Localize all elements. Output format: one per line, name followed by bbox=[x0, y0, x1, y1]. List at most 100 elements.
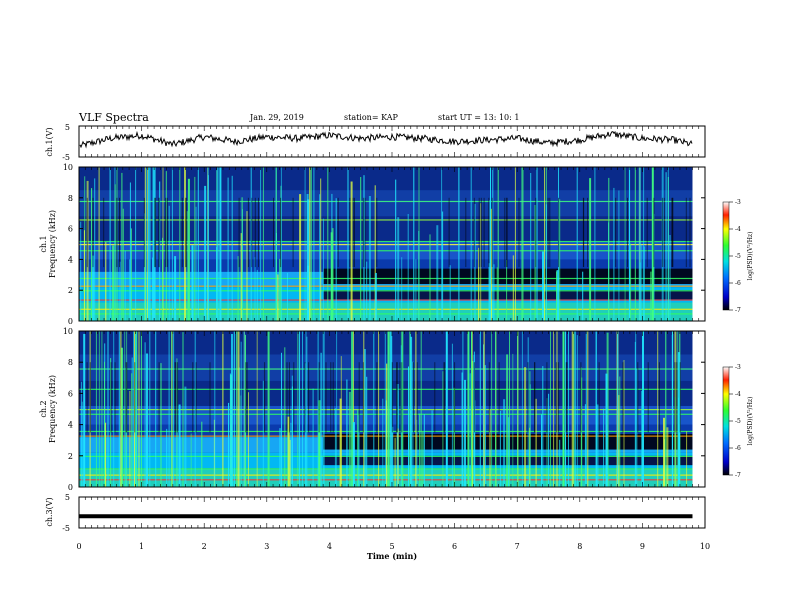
spectrogram-sferic bbox=[390, 331, 392, 487]
spectrogram-sferic bbox=[279, 428, 281, 487]
spectrogram-sferic bbox=[587, 331, 589, 487]
spectrogram-gap bbox=[527, 362, 529, 433]
spectrogram-sferic bbox=[556, 331, 558, 487]
time-tick-label: 7 bbox=[515, 542, 520, 551]
spectrogram-sferic bbox=[317, 331, 319, 487]
spectrogram-gap bbox=[646, 197, 648, 268]
ch1-ytick-bottom: -5 bbox=[62, 153, 70, 162]
spectrogram-sferic bbox=[350, 181, 353, 321]
spectrogram-sferic bbox=[496, 267, 498, 321]
spectrogram-sferic bbox=[366, 376, 368, 487]
spectrogram-sferic bbox=[297, 331, 299, 487]
spectrogram-sferic bbox=[386, 363, 388, 487]
spectrogram-sferic bbox=[471, 331, 473, 487]
spectrogram-sferic bbox=[174, 256, 177, 321]
spectrogram-sferic bbox=[318, 400, 321, 487]
time-tick-label: 0 bbox=[76, 542, 81, 551]
spectrogram-sferic bbox=[309, 167, 311, 321]
spectrogram-gap bbox=[362, 197, 364, 268]
spectrogram-sferic bbox=[254, 257, 256, 321]
spectrogram-line bbox=[79, 299, 693, 301]
spectrogram-sferic bbox=[178, 404, 181, 487]
spectrogram-sferic bbox=[124, 250, 126, 321]
spectrogram-gap bbox=[627, 197, 628, 268]
spectrogram-sferic bbox=[441, 167, 443, 321]
spectrogram-sferic bbox=[436, 225, 439, 321]
spectrogram-sferic bbox=[416, 419, 418, 487]
spectrogram-sferic bbox=[643, 167, 645, 321]
spectrogram-sferic bbox=[394, 437, 396, 487]
spectrogram-sferic bbox=[319, 194, 321, 321]
spectrogram-sferic bbox=[629, 167, 631, 321]
ch1-waveform-panel: 5 -5 ch.1(V) bbox=[45, 123, 706, 162]
spectrogram-gap bbox=[535, 197, 537, 268]
spectrogram-gap bbox=[154, 197, 156, 268]
spectrogram-sferic bbox=[546, 398, 548, 487]
spectrogram-gap bbox=[663, 197, 665, 268]
spectrogram-line bbox=[79, 290, 693, 292]
ch3-waveform-panel: 5 -5 ch.3(V) bbox=[45, 493, 706, 533]
spectrogram-sferic bbox=[479, 331, 481, 487]
spectrogram-gap bbox=[175, 362, 177, 433]
spectrogram-sferic bbox=[493, 264, 495, 321]
spectrogram-sferic bbox=[260, 167, 262, 321]
spectrogram-sferic bbox=[461, 372, 463, 487]
spectrogram-sferic bbox=[304, 167, 306, 321]
spectrogram-sferic bbox=[492, 167, 494, 321]
spectrogram-sferic bbox=[595, 331, 597, 487]
spectrogram-gap bbox=[273, 197, 274, 268]
spectrogram-gap bbox=[498, 362, 500, 433]
spectrogram-sferic bbox=[312, 388, 314, 487]
spectrogram-sferic bbox=[651, 167, 654, 321]
spectrogram-sferic bbox=[237, 331, 240, 487]
spectrogram-gap bbox=[653, 197, 655, 268]
spectrogram-gap bbox=[185, 197, 187, 268]
spectrogram-sferic bbox=[667, 167, 669, 321]
spectrogram-sferic bbox=[589, 178, 592, 321]
spectrogram-gap bbox=[362, 362, 364, 433]
spectrogram-sferic bbox=[634, 167, 636, 321]
spectrogram-sferic bbox=[412, 361, 414, 487]
spectrogram-sferic bbox=[80, 221, 82, 321]
colorbar-tick-label: -6 bbox=[735, 445, 741, 452]
spectrogram-sferic bbox=[346, 379, 348, 487]
spectrogram-sferic bbox=[187, 178, 190, 321]
colorbar-tick-label: -4 bbox=[735, 391, 741, 398]
spectrogram-gap bbox=[238, 197, 240, 268]
spectrogram-gap bbox=[480, 197, 482, 268]
spectrogram-sferic bbox=[382, 398, 384, 487]
spectrogram-gap bbox=[166, 197, 168, 268]
spectrogram-empty bbox=[692, 167, 705, 321]
spectrogram-sferic bbox=[613, 187, 615, 321]
spectrogram-sferic bbox=[553, 331, 555, 487]
spectrogram-sferic bbox=[280, 167, 282, 321]
spectrogram-sferic bbox=[135, 167, 137, 321]
spectrogram-sferic bbox=[236, 331, 238, 487]
spectrogram-sferic bbox=[453, 387, 455, 487]
spectrogram-sferic bbox=[506, 354, 509, 487]
spectrogram-sferic bbox=[335, 198, 337, 321]
spectrogram-gap bbox=[293, 362, 295, 433]
spectrogram-quiet-band bbox=[323, 268, 693, 285]
spectrogram-gap bbox=[483, 197, 485, 268]
spectrogram-sferic bbox=[306, 336, 308, 487]
spectrogram-sferic bbox=[522, 167, 524, 321]
spectrogram-sferic bbox=[363, 349, 366, 487]
spectrogram-sferic bbox=[248, 392, 249, 487]
spectrogram-gap bbox=[185, 197, 187, 268]
spectrogram-gap bbox=[174, 362, 176, 433]
spectrogram-sferic bbox=[184, 386, 187, 487]
ch1-ytick-top: 5 bbox=[65, 123, 70, 132]
spectrogram-sferic bbox=[490, 208, 492, 321]
spectrogram-sferic bbox=[246, 211, 248, 321]
spectrogram-sferic bbox=[313, 167, 315, 321]
spectrogram-sferic bbox=[92, 255, 95, 321]
time-tick-label: 4 bbox=[327, 542, 332, 551]
spectrogram-sferic bbox=[287, 429, 289, 487]
spectrogram-gap bbox=[325, 362, 327, 433]
spectrogram-gap bbox=[622, 362, 624, 433]
ch1-ylabel-frequency: Frequency (kHz) bbox=[48, 210, 57, 278]
spectrogram-gap bbox=[376, 362, 378, 433]
spectrogram-gap bbox=[116, 197, 118, 268]
spectrogram-sferic bbox=[305, 331, 307, 487]
